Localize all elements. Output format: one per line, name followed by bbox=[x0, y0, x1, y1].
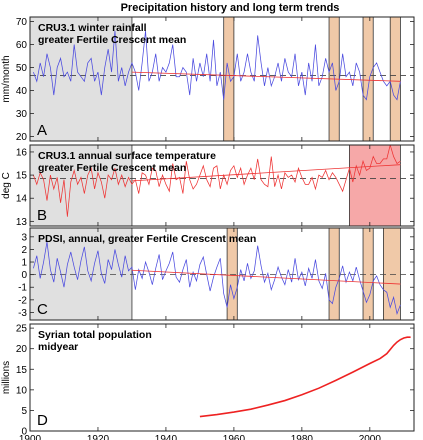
y-tick-label: 25 bbox=[16, 324, 28, 335]
panel-c: -3 -2-1 01 2 3 PDSI, annual, greater Fertile … bbox=[18, 227, 415, 321]
x-tick-label: 1960 bbox=[223, 434, 246, 440]
panel-title: greater Fertile Crescent mean bbox=[38, 162, 186, 174]
drought-bar-3 bbox=[362, 228, 374, 320]
drought-bar-4 bbox=[389, 17, 401, 141]
y-tick-label: 14 bbox=[16, 194, 28, 205]
y-tick-label: 0 bbox=[21, 427, 27, 438]
panel-frame bbox=[29, 16, 415, 142]
panel-frame bbox=[29, 323, 415, 432]
y-tick-label: 70 bbox=[16, 17, 28, 28]
drought-bar-1 bbox=[223, 17, 235, 141]
y-tick-label: 15 bbox=[16, 171, 28, 182]
figure-title: Precipitation history and long term tren… bbox=[121, 2, 340, 14]
y-tick-label: -1 bbox=[18, 283, 27, 294]
panel-d: 0 5 10 15 20 25 Syrian total populationmidyear… bbox=[1, 323, 415, 438]
y-tick-label: 40 bbox=[16, 86, 28, 97]
x-tick-label: 2000 bbox=[359, 434, 382, 440]
y-axis-label: mm/month bbox=[1, 55, 12, 102]
panel-title: greater Fertile Crescent mean bbox=[38, 34, 186, 46]
x-tick-label: 1980 bbox=[291, 434, 314, 440]
panel-title: CRU3.1 winter rainfall bbox=[38, 22, 147, 34]
y-tick-label: 15 bbox=[16, 365, 28, 376]
panel-a: 20 30 40 50 60 70 CRU3.1 winter rainfallgreate… bbox=[1, 16, 415, 143]
drought-bar-1 bbox=[226, 228, 238, 320]
panel-title: midyear bbox=[38, 341, 78, 353]
x-tick-label: 1940 bbox=[155, 434, 178, 440]
drought-bar-4 bbox=[383, 228, 401, 320]
panel-letter: D bbox=[37, 412, 48, 429]
panel-frame bbox=[29, 227, 415, 321]
x-tick-label: 1920 bbox=[87, 434, 110, 440]
y-axis-label: deg C bbox=[1, 172, 12, 199]
panel-frame bbox=[29, 144, 415, 227]
shaded-period bbox=[30, 145, 133, 226]
panel-title: Syrian total population bbox=[38, 329, 152, 341]
trend-line bbox=[131, 269, 401, 285]
drought-bar-1 bbox=[349, 145, 401, 226]
y-tick-label: 50 bbox=[16, 63, 28, 74]
trend-line bbox=[131, 164, 401, 182]
y-tick-label: 10 bbox=[16, 385, 28, 396]
y-tick-label: 30 bbox=[16, 109, 28, 120]
panel-title: CRU3.1 annual surface temperature bbox=[38, 150, 216, 162]
y-tick-label: -2 bbox=[18, 295, 27, 306]
y-tick-label: 16 bbox=[16, 147, 28, 158]
panel-title: PDSI, annual, greater Fertile Crescent m… bbox=[38, 233, 256, 245]
y-axis-label: millions bbox=[1, 361, 12, 394]
panel-letter: A bbox=[37, 122, 47, 139]
panel-letter: C bbox=[37, 301, 48, 318]
y-tick-label: 2 bbox=[21, 245, 27, 256]
y-tick-label: 20 bbox=[16, 344, 28, 355]
y-tick-label: 20 bbox=[16, 132, 28, 143]
trend-line bbox=[131, 71, 401, 82]
y-tick-label: 5 bbox=[21, 406, 27, 417]
drought-bar-3 bbox=[362, 17, 374, 141]
series-line bbox=[199, 336, 411, 418]
panel-b: 13 14 15 16 CRU3.1 annual surface temperatur… bbox=[1, 144, 415, 228]
y-tick-label: -3 bbox=[18, 308, 27, 319]
panel-letter: B bbox=[37, 207, 47, 224]
y-tick-label: 3 bbox=[21, 232, 27, 243]
y-tick-label: 1 bbox=[21, 258, 27, 269]
drought-bar-2 bbox=[328, 228, 340, 320]
y-tick-label: 0 bbox=[21, 270, 27, 281]
shaded-period bbox=[30, 17, 133, 141]
y-tick-label: 60 bbox=[16, 40, 28, 51]
x-tick-label: 1900 bbox=[19, 434, 42, 440]
y-tick-label: 13 bbox=[16, 217, 28, 228]
